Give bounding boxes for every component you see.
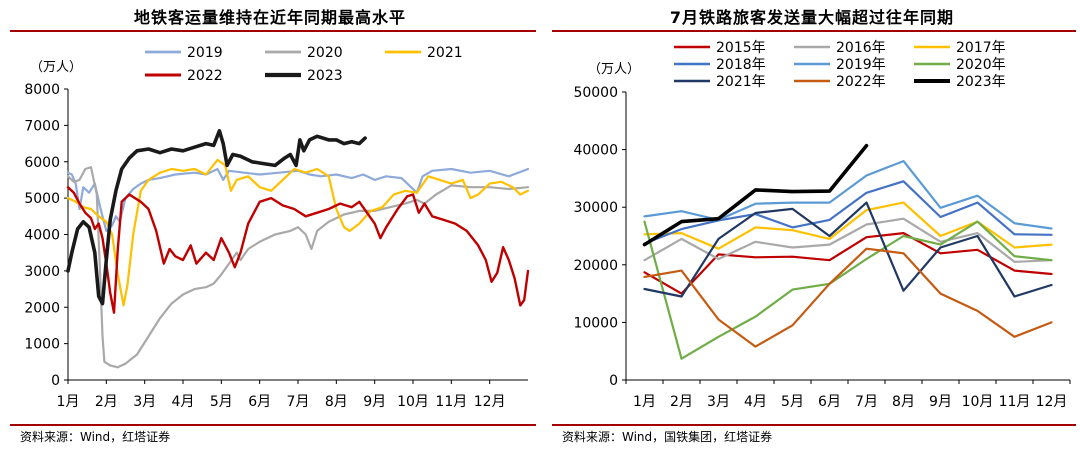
right-legend-label-2023年: 2023年	[956, 74, 1006, 90]
left-chart: （万人） 0 1000 2000 3000 4000 5000 6000 7000 8000 1月 2…	[24, 45, 530, 410]
left-x-tick-label: 12月	[474, 394, 506, 410]
right-series-line-2021年	[643, 201, 1053, 298]
left-source-note: 资料来源：Wind，红塔证券	[20, 430, 171, 444]
right-y-tick-label: 40000	[573, 143, 618, 159]
left-x-tick-label: 3月	[133, 394, 156, 410]
right-series-line-2015年	[643, 232, 1053, 295]
right-title-divider	[552, 30, 1076, 32]
left-legend-label-2023: 2023	[307, 68, 343, 84]
left-legend-label-2021: 2021	[427, 45, 463, 61]
right-legend-label-2015年: 2015年	[716, 40, 766, 56]
left-y-tick-label: 5000	[24, 191, 60, 207]
left-x-tick-label: 7月	[287, 394, 310, 410]
right-legend-label-2016年: 2016年	[836, 40, 886, 56]
left-x-tick-label: 10月	[397, 394, 429, 410]
right-legend-label-2021年: 2021年	[716, 74, 766, 90]
left-x-tick-label: 4月	[172, 394, 195, 410]
right-legend-label-2017年: 2017年	[956, 40, 1006, 56]
left-title-divider	[10, 30, 536, 32]
left-series-line-2022	[66, 186, 530, 314]
right-x-tick-label: 9月	[929, 394, 952, 410]
right-x-tick-label: 1月	[633, 394, 656, 410]
right-y-tick-label: 50000	[573, 85, 618, 101]
right-legend-label-2019年: 2019年	[836, 57, 886, 73]
right-chart: （万人） 0 10000 20000 30000 40000 50000 1月 2月 3月 4月 5月…	[573, 40, 1071, 410]
left-y-tick-label: 8000	[24, 82, 60, 98]
right-series-line-2020年	[643, 220, 1053, 360]
right-legend-label-2018年: 2018年	[716, 57, 766, 73]
left-legend-label-2022: 2022	[187, 68, 223, 84]
right-x-tick-label: 6月	[818, 394, 841, 410]
left-series-line-2021	[66, 158, 530, 307]
right-series-line-2018年	[643, 180, 1053, 245]
right-y-tick-label: 20000	[573, 258, 618, 274]
right-x-tick-label: 4月	[744, 394, 767, 410]
right-legend-label-2020年: 2020年	[956, 57, 1006, 73]
right-x-tick-label: 5月	[781, 394, 804, 410]
right-series-line-2016年	[643, 217, 1053, 263]
left-x-tick-label: 11月	[435, 394, 467, 410]
right-chart-title: 7月铁路旅客发送量大幅超过往年同期	[669, 8, 955, 27]
right-x-tick-label: 2月	[670, 394, 693, 410]
left-series-line-2020	[66, 166, 530, 369]
right-series-line-2023年	[642, 143, 869, 247]
left-x-tick-label: 5月	[210, 394, 233, 410]
right-series-line-2022年	[643, 247, 1053, 348]
left-x-tick-label: 9月	[363, 394, 386, 410]
right-x-tick-label: 10月	[962, 394, 994, 410]
right-x-tick-label: 12月	[1036, 394, 1068, 410]
right-x-tick-label: 8月	[892, 394, 915, 410]
right-y-tick-label: 30000	[573, 200, 618, 216]
left-x-tick-label: 8月	[325, 394, 348, 410]
left-y-tick-label: 2000	[24, 300, 60, 316]
left-y-tick-label: 4000	[24, 228, 60, 244]
right-series-line-2017年	[643, 201, 1053, 250]
right-unit-label: （万人）	[588, 62, 640, 77]
left-legend-label-2019: 2019	[187, 45, 223, 61]
right-x-tick-label: 3月	[707, 394, 730, 410]
right-legend-label-2022年: 2022年	[836, 74, 886, 90]
right-x-tick-label: 7月	[855, 394, 878, 410]
right-source-note: 资料来源：Wind，国铁集团，红塔证券	[562, 430, 773, 444]
left-series-line-2023	[66, 129, 367, 306]
left-x-tick-label: 2月	[95, 394, 118, 410]
left-unit-label: （万人）	[30, 60, 82, 75]
left-y-tick-label: 1000	[24, 337, 60, 353]
left-y-tick-label: 3000	[24, 264, 60, 280]
right-y-tick-label: 10000	[573, 315, 618, 331]
right-x-tick-label: 11月	[999, 394, 1031, 410]
left-y-tick-label: 0	[51, 373, 60, 389]
left-y-tick-label: 6000	[24, 155, 60, 171]
left-legend-label-2020: 2020	[307, 45, 343, 61]
left-y-tick-label: 7000	[24, 118, 60, 134]
left-source-divider	[10, 424, 536, 426]
left-chart-title: 地铁客运量维持在近年同期最高水平	[133, 8, 406, 27]
left-x-tick-label: 6月	[248, 394, 271, 410]
right-y-tick-label: 0	[609, 373, 618, 389]
right-source-divider	[552, 424, 1076, 426]
left-x-tick-label: 1月	[57, 394, 80, 410]
